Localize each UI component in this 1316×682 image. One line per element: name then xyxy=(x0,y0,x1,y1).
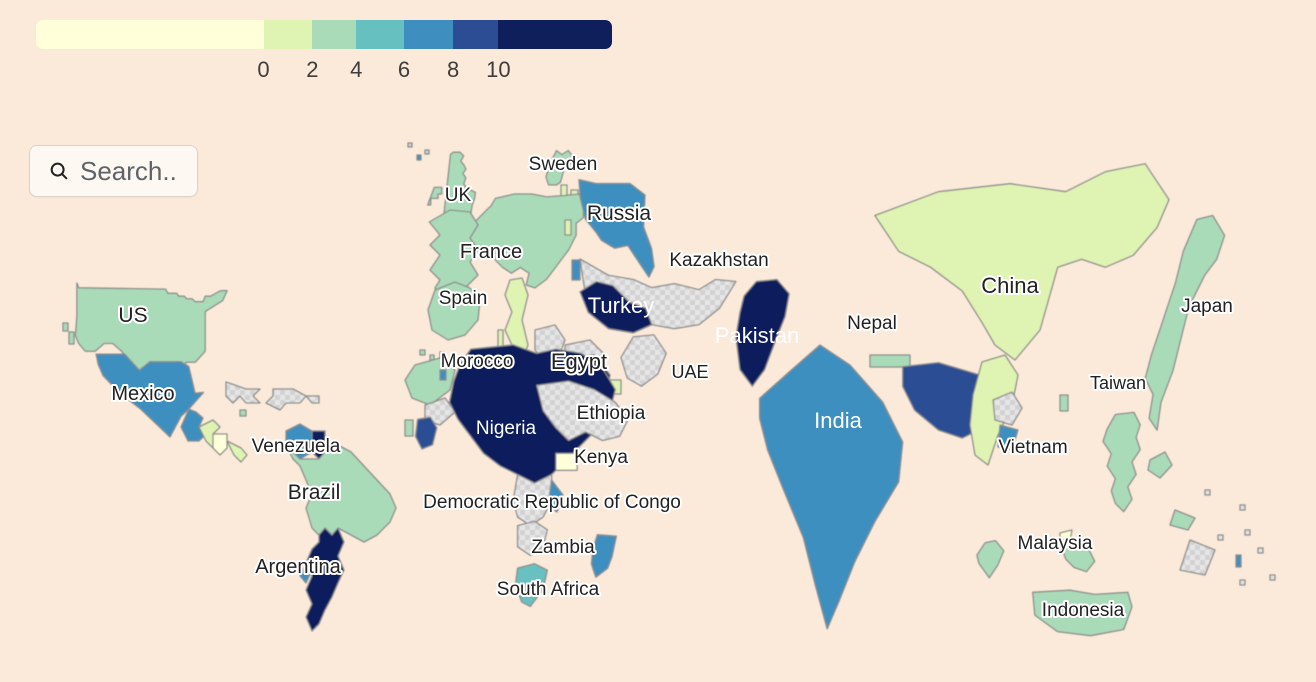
svg-text:Morocco: Morocco xyxy=(441,351,514,372)
svg-text:Brazil: Brazil xyxy=(288,481,341,504)
svg-text:Nepal: Nepal xyxy=(847,313,897,334)
svg-text:Sweden: Sweden xyxy=(529,154,598,175)
svg-text:Mexico: Mexico xyxy=(111,383,174,405)
svg-text:Venezuela: Venezuela xyxy=(252,436,341,457)
svg-text:India: India xyxy=(814,408,862,433)
svg-text:Russia: Russia xyxy=(587,202,652,225)
svg-text:Kenya: Kenya xyxy=(574,447,628,468)
svg-text:Nigeria: Nigeria xyxy=(476,418,537,439)
svg-text:Democratic Republic of Congo: Democratic Republic of Congo xyxy=(423,492,681,513)
svg-text:France: France xyxy=(460,241,522,263)
svg-text:Malaysia: Malaysia xyxy=(1018,533,1093,554)
svg-text:Argentina: Argentina xyxy=(255,556,341,578)
svg-text:Indonesia: Indonesia xyxy=(1042,600,1125,621)
svg-text:Japan: Japan xyxy=(1181,296,1233,317)
svg-text:Taiwan: Taiwan xyxy=(1090,373,1146,393)
svg-text:UAE: UAE xyxy=(671,362,708,382)
svg-text:Vietnam: Vietnam xyxy=(998,437,1067,458)
svg-text:Kazakhstan: Kazakhstan xyxy=(669,250,768,271)
svg-text:Turkey: Turkey xyxy=(588,293,654,318)
svg-text:China: China xyxy=(981,273,1039,298)
svg-text:Pakistan: Pakistan xyxy=(715,323,799,348)
svg-text:Ethiopia: Ethiopia xyxy=(577,403,646,424)
svg-text:Spain: Spain xyxy=(439,288,488,309)
svg-text:US: US xyxy=(118,304,147,327)
svg-text:South Africa: South Africa xyxy=(497,579,600,600)
svg-text:UK: UK xyxy=(445,185,472,206)
svg-text:Zambia: Zambia xyxy=(531,537,595,558)
svg-text:Egypt: Egypt xyxy=(551,349,607,374)
